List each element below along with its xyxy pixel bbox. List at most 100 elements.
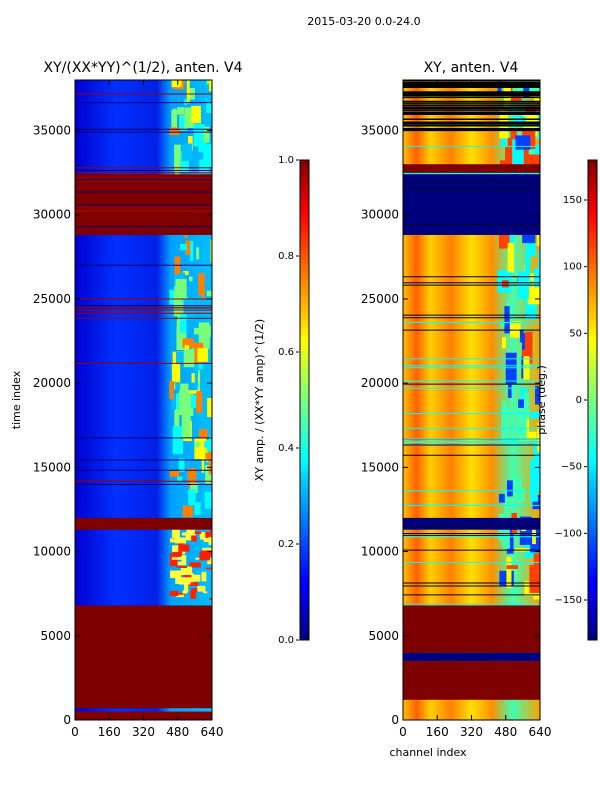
- amplitude-feature: [169, 590, 179, 597]
- amplitude-feature: [211, 546, 212, 551]
- amplitude-ytick-label: 30000: [33, 208, 71, 222]
- amplitude-feature: [187, 135, 193, 151]
- amplitude-feature: [180, 566, 193, 575]
- phase-feature: [533, 268, 540, 288]
- amplitude-feature: [198, 363, 203, 370]
- amplitude-feature: [188, 390, 198, 394]
- phase-ytick-label: 25000: [361, 292, 399, 306]
- phase-xtick-label: 480: [494, 725, 517, 739]
- phase-colorbar-tick-label: −150: [555, 595, 582, 606]
- phase-feature: [511, 589, 520, 594]
- amplitude-feature: [171, 363, 181, 383]
- amplitude-feature: [178, 458, 185, 472]
- amplitude-feature: [170, 538, 177, 543]
- amplitude-feature: [172, 545, 179, 553]
- amplitude-feature: [172, 393, 176, 410]
- phase-feature: [504, 147, 513, 167]
- phase-colorbar: −150 −100 −50 0 50 100 150 phase (deg.): [535, 159, 598, 641]
- amplitude-feature: [194, 359, 199, 388]
- amplitude-feature: [171, 557, 183, 560]
- amplitude-feature: [210, 239, 212, 263]
- amplitude-feature: [181, 150, 189, 172]
- amplitude-feature: [197, 348, 209, 362]
- amplitude-feature: [207, 397, 212, 418]
- amplitude-feature: [190, 241, 194, 262]
- phase-feature: [512, 139, 524, 169]
- amplitude-feature: [188, 489, 196, 506]
- amplitude-feature: [208, 451, 212, 475]
- amplitude-ylabel: time index: [10, 370, 23, 429]
- amplitude-feature: [198, 322, 210, 349]
- amplitude-ytick-label: 20000: [33, 376, 71, 390]
- amplitude-feature: [184, 107, 194, 128]
- amplitude-feature: [172, 108, 177, 127]
- phase-colorbar-tick-label: 100: [563, 262, 582, 273]
- amplitude-feature: [204, 441, 212, 448]
- phase-feature: [533, 442, 540, 474]
- amplitude-feature: [206, 290, 212, 297]
- amplitude-feature: [193, 328, 203, 335]
- amplitude-feature: [169, 553, 179, 556]
- phase-feature: [535, 385, 540, 405]
- amplitude-ytick-label: 25000: [33, 292, 71, 306]
- amplitude-feature: [186, 527, 195, 537]
- amplitude-feature: [177, 476, 183, 482]
- amplitude-feature: [171, 80, 182, 88]
- amplitude-feature: [188, 469, 197, 492]
- phase-xtick-label: 0: [399, 725, 407, 739]
- phase-feature: [533, 80, 540, 97]
- amplitude-feature: [208, 536, 212, 545]
- phase-xlabel: channel index: [389, 746, 467, 759]
- amplitude-feature: [211, 100, 212, 118]
- amplitude-feature: [187, 468, 197, 480]
- amplitude-feature: [204, 491, 212, 509]
- phase-feature: [513, 116, 526, 127]
- phase-feature: [504, 491, 509, 523]
- amplitude-feature: [189, 562, 201, 568]
- phase-feature: [528, 154, 540, 165]
- amplitude-saturated-band: [75, 517, 212, 530]
- amplitude-feature: [184, 584, 189, 593]
- amplitude-colorbar-label: XY amp. / (XX*YY amp)^(1/2): [253, 319, 266, 481]
- amplitude-feature: [207, 557, 212, 565]
- amplitude-feature: [203, 550, 212, 555]
- amplitude-feature: [203, 126, 210, 143]
- amplitude-feature: [209, 436, 212, 441]
- amplitude-feature: [191, 394, 197, 409]
- phase-feature: [501, 280, 509, 288]
- amplitude-feature: [176, 351, 188, 364]
- amplitude-feature: [206, 80, 212, 94]
- amplitude-feature: [203, 591, 208, 594]
- amplitude-feature: [178, 577, 191, 585]
- phase-feature: [525, 298, 538, 320]
- amplitude-feature: [173, 291, 181, 317]
- amplitude-ytick-label: 0: [63, 713, 71, 727]
- amplitude-feature: [207, 439, 212, 464]
- amplitude-feature: [175, 577, 180, 584]
- amplitude-feature: [196, 247, 200, 260]
- amplitude-feature: [175, 394, 184, 415]
- phase-xtick-label: 320: [460, 725, 483, 739]
- phase-colorbar-tick-label: 150: [563, 195, 582, 206]
- phase-low-band: [403, 652, 540, 662]
- phase-feature: [502, 337, 506, 349]
- phase-feature: [501, 407, 509, 441]
- amplitude-heatmap: [75, 80, 212, 720]
- amplitude-feature: [195, 557, 201, 560]
- phase-high-band: [403, 661, 540, 700]
- phase-feature: [521, 333, 526, 362]
- amplitude-feature: [179, 544, 190, 552]
- amplitude-feature: [203, 144, 212, 167]
- phase-feature: [503, 86, 511, 110]
- amplitude-feature: [201, 571, 207, 582]
- phase-panel-title: XY, anten. V4: [424, 60, 519, 76]
- amplitude-feature: [181, 143, 192, 162]
- amplitude-feature: [183, 349, 195, 368]
- phase-heatmap: [403, 80, 540, 720]
- amplitude-feature: [191, 535, 197, 542]
- amplitude-ytick-label: 5000: [40, 629, 71, 643]
- amplitude-feature: [209, 597, 212, 600]
- phase-high-band: [403, 605, 540, 653]
- phase-feature: [507, 242, 515, 273]
- amplitude-feature: [210, 319, 212, 326]
